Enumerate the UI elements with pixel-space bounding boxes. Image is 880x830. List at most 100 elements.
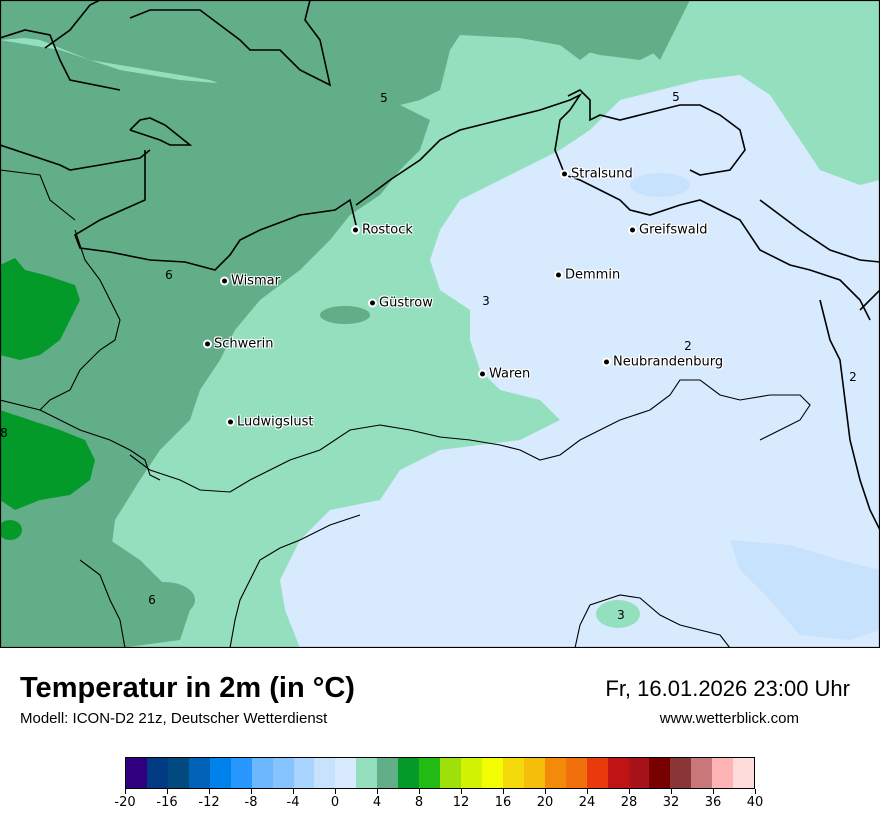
colorbar-segment bbox=[230, 758, 252, 788]
colorbar-tick bbox=[166, 789, 168, 794]
colorbar-segment bbox=[251, 758, 273, 788]
city-label: Rostock bbox=[362, 222, 413, 238]
colorbar-tick-label: -16 bbox=[156, 795, 178, 810]
city-label: Güstrow bbox=[379, 295, 433, 311]
temp-zone-6-8-blob bbox=[0, 520, 22, 540]
colorbar-ticks: -20 -16 -12 -8 -4 0 4 8 12 16 20 24 28 32 36 40 bbox=[114, 789, 763, 819]
colorbar-tick-label: 40 bbox=[746, 795, 764, 810]
colorbar-tick-label: -20 bbox=[114, 795, 136, 810]
city-label: Ludwigslust bbox=[237, 414, 314, 430]
contour-label: 5 bbox=[380, 91, 388, 105]
colorbar-segment bbox=[188, 758, 210, 788]
colorbar-segment bbox=[398, 758, 420, 788]
city-ludwigslust[interactable]: Ludwigslust bbox=[228, 415, 314, 430]
temp-zone-6-8-south bbox=[0, 410, 95, 510]
contour-label: 2 bbox=[684, 339, 692, 353]
contour-label: 6 bbox=[165, 268, 173, 282]
colorbar-segment bbox=[377, 758, 399, 788]
temp-zone-neg2-0-bodden bbox=[630, 173, 690, 197]
city-marker-icon bbox=[556, 272, 561, 278]
colorbar-tick bbox=[460, 789, 462, 794]
city-marker-icon bbox=[604, 359, 609, 365]
colorbar-tick-label: 28 bbox=[620, 795, 638, 810]
temp-zone-4-6-blob bbox=[135, 582, 195, 618]
temp-zone-2-4-south bbox=[596, 600, 640, 628]
city-stralsund[interactable]: Stralsund bbox=[562, 167, 633, 182]
city-marker-icon bbox=[480, 371, 485, 377]
colorbar-segment bbox=[523, 758, 545, 788]
temp-zone-2-4-east bbox=[740, 0, 880, 165]
city-marker-icon bbox=[353, 227, 358, 233]
colorbar-tick bbox=[250, 789, 252, 794]
city-marker-icon bbox=[630, 227, 635, 233]
colorbar-tick-label: 24 bbox=[578, 795, 596, 810]
colorbar-segment bbox=[628, 758, 650, 788]
city-schwerin[interactable]: Schwerin bbox=[205, 337, 273, 352]
colorbar-tick bbox=[670, 789, 672, 794]
chart-title: Temperatur in 2m (in °C) bbox=[20, 672, 355, 704]
city-guestrow[interactable]: Güstrow bbox=[370, 296, 433, 311]
city-label: Waren bbox=[489, 366, 531, 382]
temperature-colorbar bbox=[125, 757, 755, 789]
temp-zone-neg2-0 bbox=[730, 540, 880, 640]
admin-borders bbox=[0, 169, 811, 648]
website-link[interactable]: www.wetterblick.com bbox=[659, 710, 799, 727]
colorbar-tick-label: 16 bbox=[494, 795, 512, 810]
temp-zone-4-6-west bbox=[0, 0, 690, 648]
colorbar-segment bbox=[356, 758, 378, 788]
colorbar-tick bbox=[628, 789, 630, 794]
colorbar-segment bbox=[272, 758, 294, 788]
colorbar-segment bbox=[565, 758, 587, 788]
colorbar-segment bbox=[126, 758, 147, 788]
colorbar-tick-label: 32 bbox=[662, 795, 680, 810]
city-label: Wismar bbox=[231, 273, 280, 289]
colorbar-segment bbox=[146, 758, 168, 788]
coastlines bbox=[0, 0, 880, 531]
colorbar-tick bbox=[502, 789, 504, 794]
colorbar-segment bbox=[586, 758, 608, 788]
colorbar-tick bbox=[544, 789, 546, 794]
city-marker-icon bbox=[222, 278, 227, 284]
city-marker-icon bbox=[562, 171, 567, 177]
city-greifswald[interactable]: Greifswald bbox=[630, 223, 708, 238]
city-label: Stralsund bbox=[571, 166, 633, 182]
colorbar-tick bbox=[376, 789, 378, 794]
colorbar-tick-label: -8 bbox=[244, 795, 258, 810]
colorbar-tick bbox=[712, 789, 714, 794]
temperature-map[interactable]: 5 5 6 3 2 2 8 6 3 Stralsund Rostock Grei… bbox=[0, 0, 880, 648]
colorbar-segment bbox=[691, 758, 713, 788]
colorbar-segment bbox=[314, 758, 336, 788]
colorbar-tick-label: 4 bbox=[372, 795, 382, 810]
map-canvas bbox=[0, 0, 880, 648]
city-label: Greifswald bbox=[639, 222, 708, 238]
colorbar-segment bbox=[335, 758, 357, 788]
colorbar-tick-label: 36 bbox=[704, 795, 722, 810]
city-label: Demmin bbox=[565, 267, 621, 283]
colorbar-tick bbox=[418, 789, 420, 794]
model-source: Modell: ICON-D2 21z, Deutscher Wetterdie… bbox=[20, 710, 328, 727]
city-demmin[interactable]: Demmin bbox=[556, 268, 620, 283]
colorbar-segment bbox=[649, 758, 671, 788]
colorbar-tick bbox=[754, 789, 756, 794]
city-marker-icon bbox=[370, 300, 375, 306]
colorbar-segment bbox=[419, 758, 441, 788]
colorbar-segment bbox=[167, 758, 189, 788]
city-label: Schwerin bbox=[214, 336, 274, 352]
contour-label: 5 bbox=[672, 90, 680, 104]
city-marker-icon bbox=[228, 419, 233, 425]
city-neubrandenburg[interactable]: Neubrandenburg bbox=[604, 355, 723, 370]
city-waren[interactable]: Waren bbox=[480, 367, 530, 382]
colorbar-segment bbox=[440, 758, 461, 788]
contour-label: 2 bbox=[849, 370, 857, 384]
colorbar-tick bbox=[124, 789, 126, 794]
colorbar-tick bbox=[586, 789, 588, 794]
contour-label: 3 bbox=[617, 608, 625, 622]
colorbar-tick-label: 20 bbox=[536, 795, 554, 810]
city-label: Neubrandenburg bbox=[613, 354, 724, 370]
city-wismar[interactable]: Wismar bbox=[222, 274, 280, 289]
city-rostock[interactable]: Rostock bbox=[353, 223, 413, 238]
colorbar-tick-label: -12 bbox=[198, 795, 220, 810]
temp-zone-4-6-guestrow bbox=[320, 306, 370, 324]
contour-label: 3 bbox=[482, 294, 490, 308]
colorbar-segment bbox=[461, 758, 482, 788]
